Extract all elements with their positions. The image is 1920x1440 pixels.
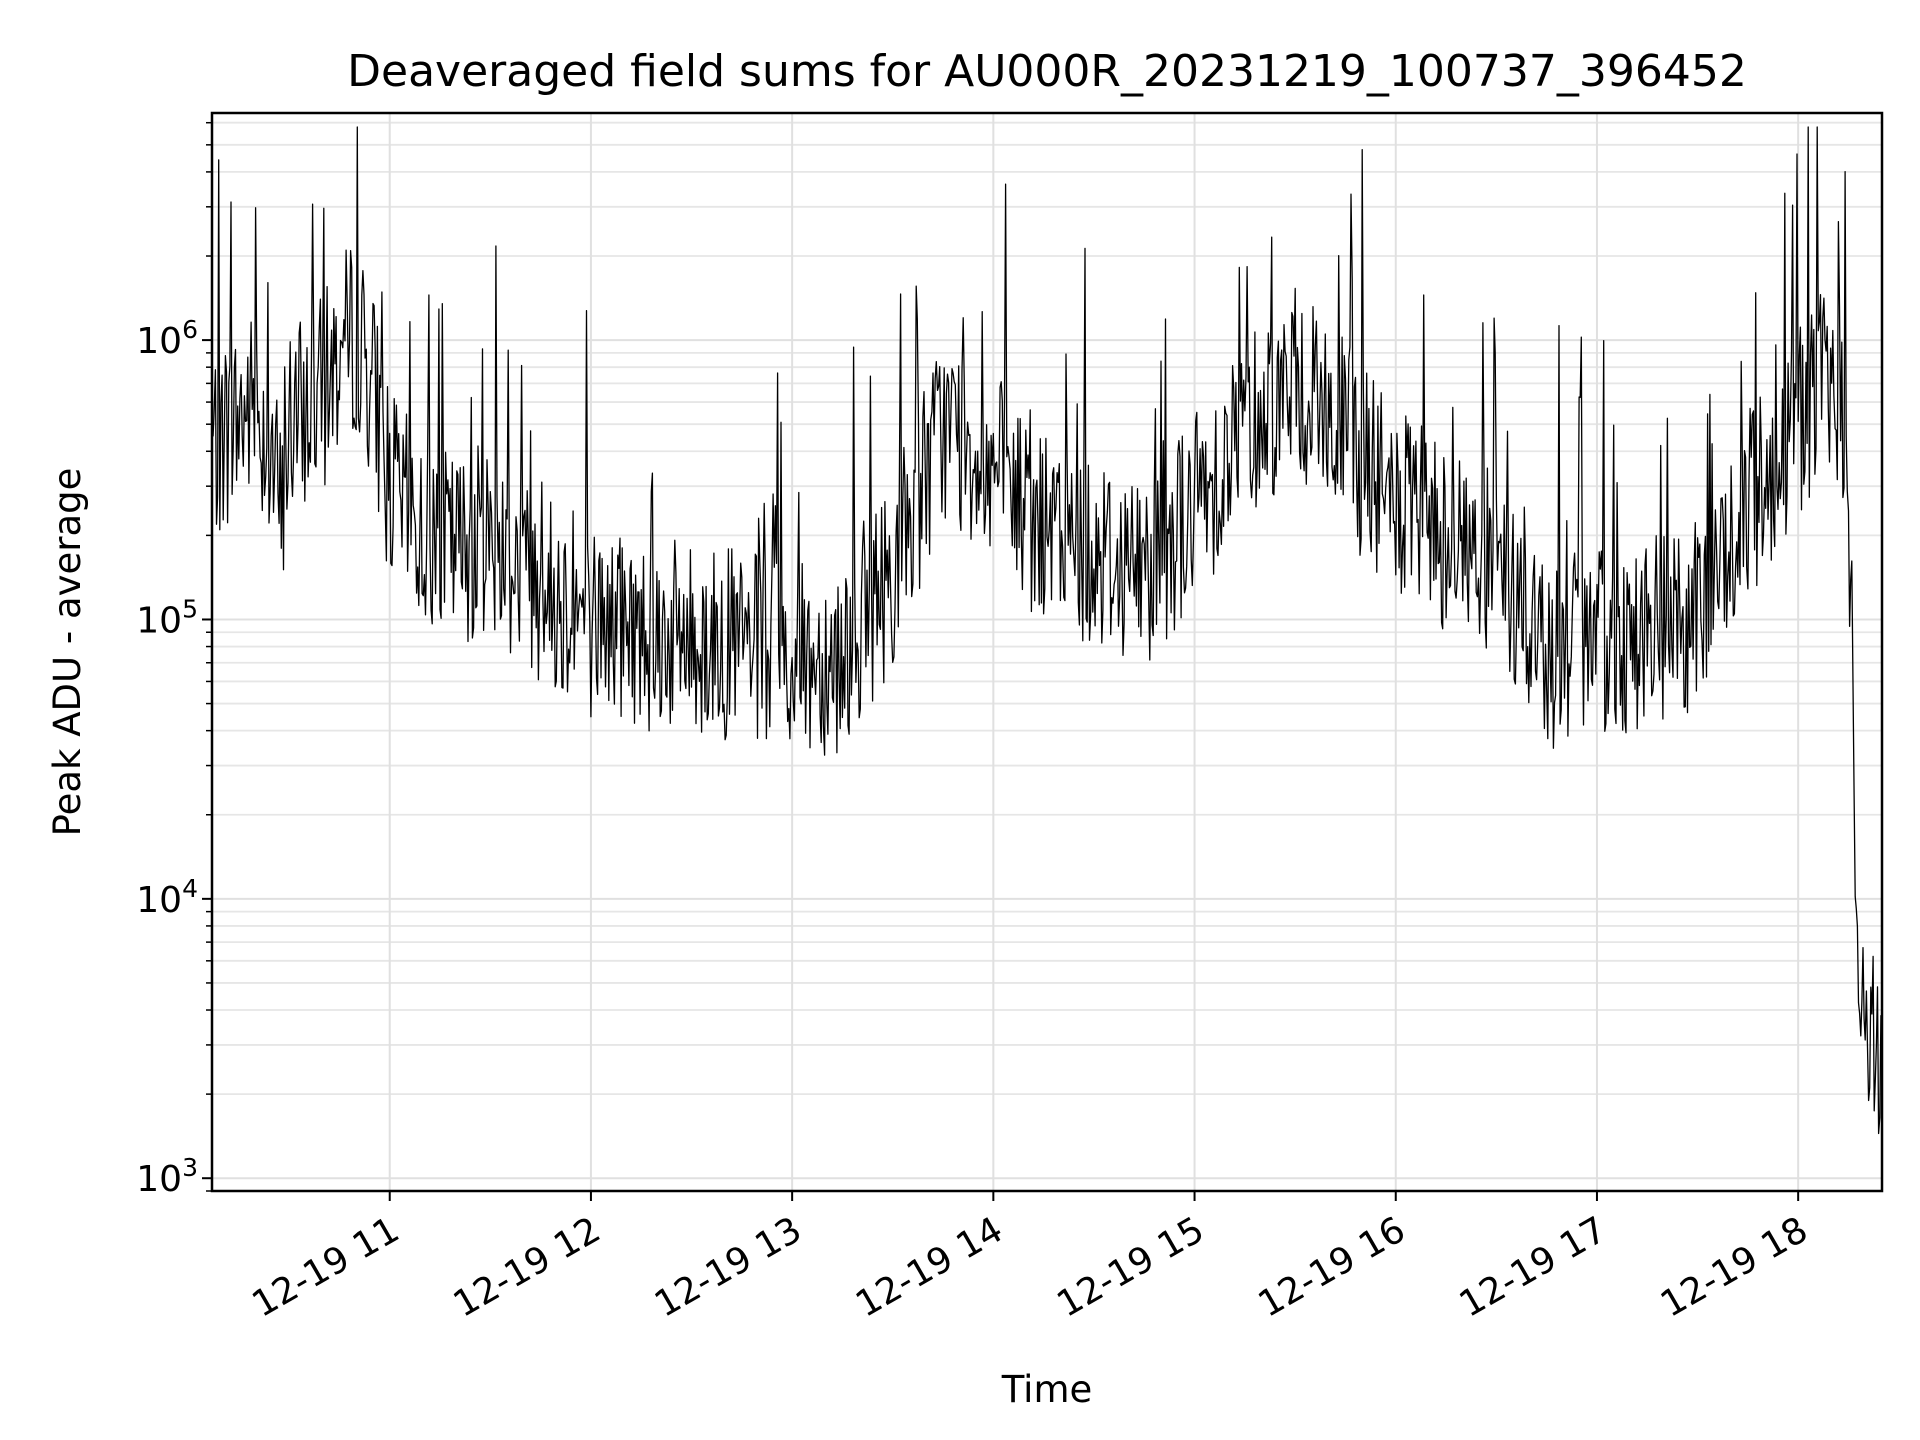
y-tick-label: 103 — [136, 1153, 198, 1200]
x-tick-label: 12-19 12 — [447, 1209, 608, 1325]
x-tick-label: 12-19 16 — [1252, 1209, 1413, 1325]
x-tick-label: 12-19 13 — [648, 1209, 809, 1325]
x-axis-label: Time — [1001, 1368, 1093, 1411]
axis-ticks: 103 104 105 106 12-19 11 12-19 12 12-19 13 12-1… — [136, 121, 1815, 1326]
y-tick-label: 106 — [136, 315, 198, 362]
x-tick-label: 12-19 14 — [849, 1209, 1010, 1325]
y-tick-label: 104 — [136, 874, 198, 921]
plot-frame — [210, 111, 1884, 1193]
x-tick-label: 12-19 17 — [1453, 1209, 1614, 1325]
x-tick-label: 12-19 18 — [1654, 1209, 1815, 1325]
x-tick-label: 12-19 11 — [246, 1209, 407, 1325]
x-tick-label: 12-19 15 — [1050, 1209, 1211, 1325]
y-axis-label: Peak ADU - average — [46, 468, 89, 837]
chart-title: Deaveraged field sums for AU000R_2023121… — [347, 46, 1747, 97]
y-tick-label: 105 — [136, 594, 198, 641]
data-line — [211, 126, 1883, 1135]
grid — [212, 113, 1882, 1192]
